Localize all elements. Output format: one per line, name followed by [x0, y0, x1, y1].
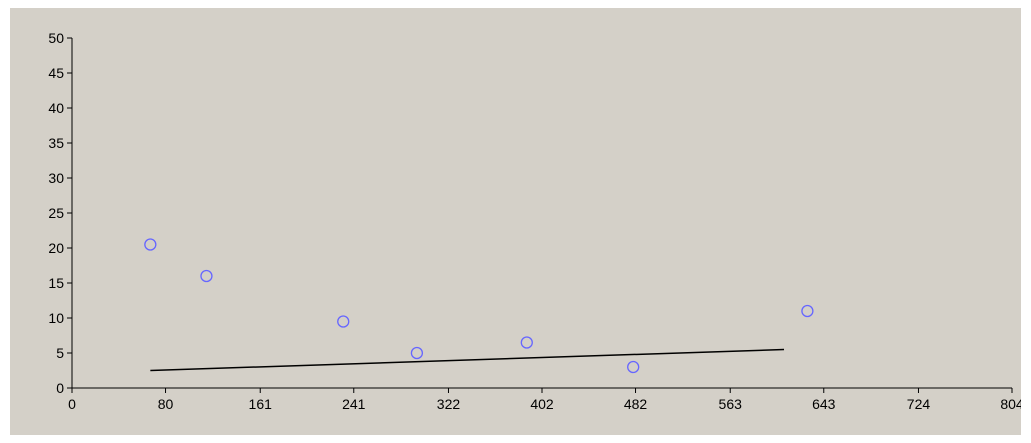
x-tick-label: 643 — [812, 396, 836, 412]
trend-line — [150, 348, 785, 372]
data-point — [520, 336, 533, 349]
data-point — [144, 238, 157, 251]
x-tick-label: 322 — [437, 396, 461, 412]
y-tick-label: 15 — [48, 275, 64, 291]
x-tick-label: 563 — [719, 396, 743, 412]
data-point — [801, 304, 814, 318]
y-tick-label: 5 — [56, 345, 64, 361]
y-tick-label: 30 — [48, 170, 64, 186]
data-point — [627, 360, 640, 374]
x-tick-label: 0 — [68, 396, 76, 412]
y-tick-label: 45 — [48, 65, 64, 81]
data-point — [200, 269, 213, 283]
y-tick-label: 20 — [48, 240, 64, 256]
x-tick-label: 804 — [1000, 396, 1021, 412]
data-point — [337, 315, 350, 328]
x-tick-label: 482 — [624, 396, 648, 412]
y-tick-label: 50 — [48, 30, 64, 46]
x-tick-label: 402 — [530, 396, 554, 412]
axes: 0 5 10 15 20 25 30 35 40 45 50 0 80 161 241 322 402 482 56… — [48, 30, 1021, 412]
data-points — [144, 238, 814, 374]
chart-area: 0 5 10 15 20 25 30 35 40 45 50 0 80 161 241 322 402 482 56… — [10, 8, 1021, 435]
data-point — [410, 346, 424, 360]
x-tick-label: 724 — [907, 396, 931, 412]
y-tick-label: 10 — [48, 310, 64, 326]
y-tick-label: 35 — [48, 135, 64, 151]
scatter-chart: 0 5 10 15 20 25 30 35 40 45 50 0 80 161 241 322 402 482 56… — [10, 8, 1021, 435]
y-tick-label: 0 — [56, 380, 64, 396]
y-tick-label: 25 — [48, 205, 64, 221]
trend-line-group — [150, 348, 785, 372]
y-tick-label: 40 — [48, 100, 64, 116]
x-tick-label: 161 — [249, 396, 273, 412]
plot-background — [10, 8, 1021, 435]
x-tick-label: 80 — [158, 396, 174, 412]
x-tick-label: 241 — [342, 396, 366, 412]
